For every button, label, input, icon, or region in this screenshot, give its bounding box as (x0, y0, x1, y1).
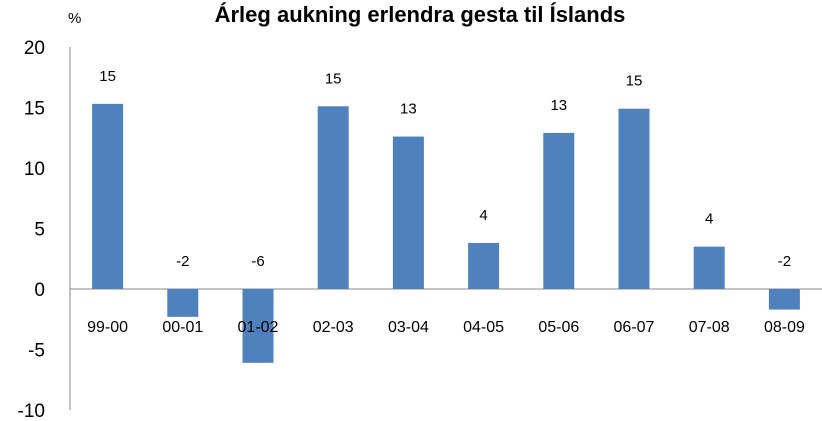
data-label: 4 (479, 207, 487, 224)
bar (92, 103, 124, 290)
x-tick-label: 99-00 (87, 319, 128, 336)
data-label: -2 (176, 253, 189, 270)
data-label: 15 (325, 70, 342, 87)
bar (468, 243, 500, 289)
data-label: 4 (705, 211, 713, 228)
x-tick-label: 00-01 (162, 319, 203, 336)
bar (167, 289, 199, 317)
data-label: -2 (778, 253, 791, 270)
y-tick-label: -5 (28, 341, 45, 362)
data-label: 15 (99, 68, 116, 85)
bar (618, 108, 650, 290)
y-ticks: -10 -5 0 5 10 15 20 (18, 38, 45, 421)
bar (768, 289, 800, 310)
y-unit-label: % (68, 10, 81, 27)
data-label: 13 (550, 97, 567, 114)
x-tick-label: 06-07 (614, 319, 655, 336)
bar (693, 246, 725, 289)
bar (242, 289, 274, 363)
y-tick-label: 0 (34, 280, 45, 301)
bar (392, 136, 424, 289)
y-tick-label: 5 (34, 220, 45, 241)
x-tick-label: 01-02 (238, 319, 279, 336)
x-tick-label: 05-06 (538, 319, 579, 336)
y-tick-label: 10 (24, 159, 45, 180)
bars (92, 103, 800, 363)
y-tick-label: -10 (18, 401, 45, 421)
data-label: 13 (400, 101, 417, 118)
chart-title: Árleg aukning erlendra gesta til Íslands (215, 2, 626, 27)
y-tick-label: 15 (24, 99, 45, 120)
data-label: 15 (626, 73, 643, 90)
data-label: -6 (251, 253, 264, 270)
x-tick-label: 04-05 (463, 319, 504, 336)
x-tick-labels: 99-00 00-01 01-02 02-03 03-04 04-05 05-06 06-07… (87, 319, 805, 336)
bar (317, 106, 349, 289)
x-tick-label: 03-04 (388, 319, 429, 336)
x-tick-label: 08-09 (764, 319, 805, 336)
data-labels: 15 -2 -6 15 13 4 13 15 4 -2 (99, 68, 791, 270)
x-tick-label: 02-03 (313, 319, 354, 336)
x-tick-label: 07-08 (689, 319, 730, 336)
y-tick-label: 20 (24, 38, 45, 59)
bar (543, 132, 575, 289)
